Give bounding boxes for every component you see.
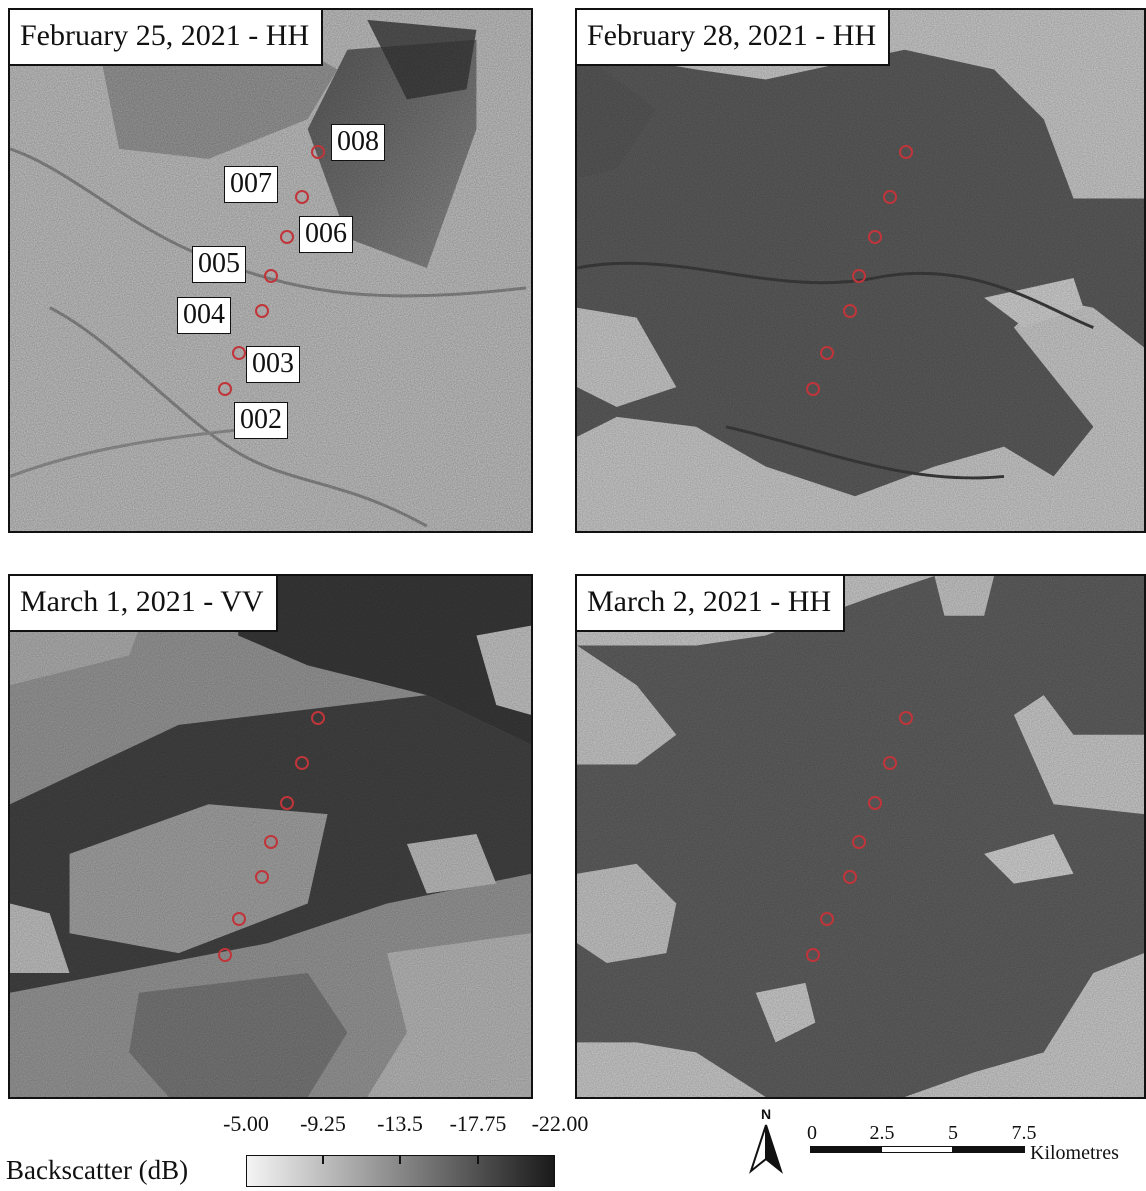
site-marker-004 bbox=[255, 870, 269, 884]
panel-feb25: February 25, 2021 - HH 008 007 006 005 0… bbox=[8, 8, 533, 533]
north-label: N bbox=[761, 1107, 771, 1122]
legend-tick-label: -17.75 bbox=[449, 1111, 507, 1136]
site-marker-005 bbox=[264, 269, 278, 283]
scale-segment-black bbox=[952, 1146, 1025, 1153]
site-marker-005 bbox=[852, 835, 866, 849]
site-marker-008 bbox=[899, 145, 913, 159]
panel-title: February 25, 2021 - HH bbox=[10, 10, 324, 66]
site-marker-008 bbox=[311, 711, 325, 725]
ramp-tick bbox=[399, 1156, 401, 1164]
legend-title: Backscatter (dB) bbox=[6, 1155, 189, 1185]
legend-tick-label: -5.00 bbox=[223, 1111, 269, 1136]
site-marker-006 bbox=[868, 796, 882, 810]
panel-mar2: March 2, 2021 - HH bbox=[575, 574, 1146, 1099]
panel-title: March 1, 2021 - VV bbox=[10, 576, 278, 632]
site-marker-005 bbox=[852, 269, 866, 283]
backscatter-color-ramp bbox=[246, 1155, 555, 1187]
legend-tick-label: -22.00 bbox=[531, 1111, 589, 1136]
panel-feb28: February 28, 2021 - HH bbox=[575, 8, 1146, 533]
site-marker-008 bbox=[899, 711, 913, 725]
site-label-005: 005 bbox=[192, 246, 246, 283]
scale-segment-white bbox=[881, 1146, 953, 1153]
site-markers bbox=[218, 711, 325, 962]
site-marker-004 bbox=[843, 304, 857, 318]
site-markers bbox=[218, 145, 325, 396]
site-label-004: 004 bbox=[177, 297, 231, 334]
legend-tick-label: -13.5 bbox=[377, 1111, 423, 1136]
site-marker-004 bbox=[843, 870, 857, 884]
site-marker-007 bbox=[295, 190, 309, 204]
site-marker-006 bbox=[868, 230, 882, 244]
site-marker-003 bbox=[820, 346, 834, 360]
site-marker-003 bbox=[232, 346, 246, 360]
scale-units: Kilometres bbox=[1030, 1142, 1119, 1164]
site-marker-006 bbox=[280, 796, 294, 810]
ramp-tick bbox=[322, 1156, 324, 1164]
site-marker-005 bbox=[264, 835, 278, 849]
scale-label: 7.5 bbox=[1011, 1122, 1037, 1144]
site-marker-003 bbox=[820, 912, 834, 926]
site-marker-002 bbox=[218, 948, 232, 962]
scale-label: 5 bbox=[948, 1122, 958, 1144]
site-marker-002 bbox=[218, 382, 232, 396]
site-markers bbox=[806, 711, 913, 962]
site-label-003: 003 bbox=[246, 346, 300, 383]
scale-segment-black bbox=[810, 1146, 882, 1153]
legend-tick-label: -9.25 bbox=[300, 1111, 346, 1136]
ramp-tick bbox=[477, 1156, 479, 1164]
site-markers bbox=[806, 145, 913, 396]
site-label-006: 006 bbox=[299, 216, 353, 253]
north-arrow-icon: N bbox=[749, 1107, 783, 1174]
scale-label: 0 bbox=[807, 1122, 817, 1144]
site-label-008: 008 bbox=[331, 124, 385, 161]
site-marker-007 bbox=[883, 756, 897, 770]
scale-label: 2.5 bbox=[869, 1122, 895, 1144]
panel-title: February 28, 2021 - HH bbox=[577, 10, 891, 66]
site-marker-008 bbox=[311, 145, 325, 159]
panel-title: March 2, 2021 - HH bbox=[577, 576, 846, 632]
site-marker-003 bbox=[232, 912, 246, 926]
site-marker-006 bbox=[280, 230, 294, 244]
site-label-002: 002 bbox=[234, 402, 288, 439]
site-marker-007 bbox=[295, 756, 309, 770]
site-marker-007 bbox=[883, 190, 897, 204]
site-marker-002 bbox=[806, 948, 820, 962]
site-label-007: 007 bbox=[224, 166, 278, 203]
site-marker-004 bbox=[255, 304, 269, 318]
site-marker-002 bbox=[806, 382, 820, 396]
panel-mar1: March 1, 2021 - VV bbox=[8, 574, 533, 1099]
